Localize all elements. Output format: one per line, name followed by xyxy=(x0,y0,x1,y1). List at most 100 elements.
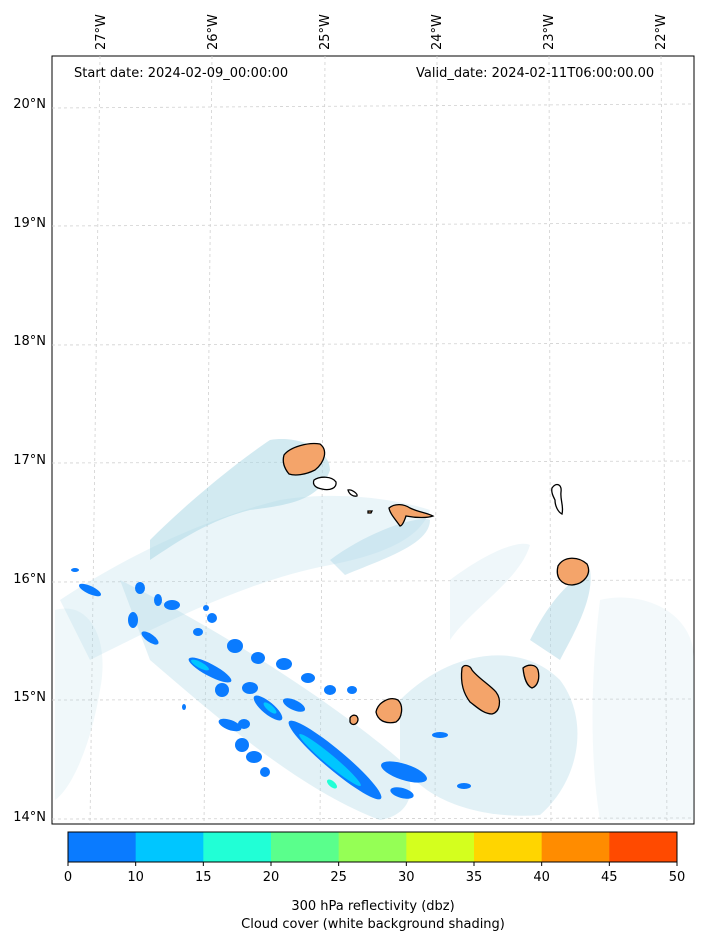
island-brava xyxy=(349,714,359,726)
longitude-label: 24°W xyxy=(430,14,445,50)
parallel-19n xyxy=(51,222,695,227)
reflectivity-cell xyxy=(381,761,427,783)
island-boa-vista xyxy=(556,557,590,586)
colorbar-segment xyxy=(203,832,272,862)
island-sao-vicente xyxy=(312,476,337,491)
reflectivity-cell xyxy=(457,783,471,789)
island-branco xyxy=(367,510,374,514)
reflectivity-cell xyxy=(347,686,357,694)
colorbar-tick: 50 xyxy=(668,870,686,885)
longitude-label: 26°W xyxy=(206,14,221,50)
colorbar-tick: 0 xyxy=(63,870,73,885)
reflectivity-cell xyxy=(282,698,306,712)
colorbar-segments xyxy=(67,832,678,866)
reflectivity-cell xyxy=(141,631,159,645)
colorbar-segment xyxy=(406,832,475,862)
meridian-26w xyxy=(203,55,213,825)
latitude-label: 14°N xyxy=(13,810,46,825)
cloud-area-far-east xyxy=(592,597,694,820)
longitude-label: 27°W xyxy=(94,14,109,50)
reflectivity-cell xyxy=(260,767,270,777)
parallel-18n xyxy=(51,342,695,346)
reflectivity-cell xyxy=(246,751,262,763)
meridian-27w xyxy=(89,55,101,825)
colorbar-segment xyxy=(271,832,340,862)
latitude-label: 20°N xyxy=(13,97,46,112)
colorbar-tick: 20 xyxy=(262,870,280,885)
island-maio xyxy=(522,664,540,689)
reflectivity-cell xyxy=(227,639,243,653)
latitude-label: 19°N xyxy=(13,216,46,231)
map-frame xyxy=(51,55,695,825)
island-sal xyxy=(551,483,564,515)
reflectivity-cell xyxy=(182,704,186,710)
colorbar-tick: 25 xyxy=(330,870,347,885)
reflectivity-cores xyxy=(191,659,361,786)
reflectivity-peaks xyxy=(327,779,337,789)
reflectivity-cell xyxy=(432,732,448,738)
meridian-23w xyxy=(548,55,552,825)
colorbar-segment xyxy=(474,832,543,862)
colorbar-segment xyxy=(541,832,610,862)
reflectivity-cell xyxy=(154,594,162,606)
colorbar xyxy=(67,831,678,866)
colorbar-tick: 35 xyxy=(465,870,483,885)
island-sao-nicolau xyxy=(388,503,435,527)
island-santa-luzia xyxy=(347,489,358,497)
meridian-22w xyxy=(660,55,668,825)
reflectivity-cell xyxy=(301,673,315,683)
latitude-label: 15°N xyxy=(13,690,46,705)
island-santiago xyxy=(460,664,501,715)
colorbar-frame xyxy=(67,831,678,863)
reflectivity-cell xyxy=(71,568,79,572)
island-fogo xyxy=(375,698,403,724)
island-santo-antao xyxy=(282,442,326,476)
reflectivity-cell xyxy=(242,682,258,694)
parallel-20n xyxy=(51,103,695,109)
start-date-label: Start date: 2024-02-09_00:00:00 xyxy=(74,66,289,81)
latitude-label: 16°N xyxy=(13,572,46,587)
parallel-15n xyxy=(51,698,695,701)
reflectivity-cell xyxy=(203,605,209,611)
valid-date-label: Valid_date: 2024-02-11T06:00:00.00 xyxy=(416,66,655,81)
reflectivity-core xyxy=(191,659,209,671)
islands xyxy=(282,442,590,726)
cloud-area-west xyxy=(55,608,103,800)
latitude-label: 17°N xyxy=(13,453,46,468)
reflectivity-core xyxy=(299,734,361,786)
reflectivity-cell xyxy=(164,600,180,610)
cloud-plume-north xyxy=(150,439,330,560)
colorbar-tick: 30 xyxy=(398,870,415,885)
cloud-plume-central xyxy=(60,495,430,660)
colorbar-tick: 15 xyxy=(195,870,212,885)
reflectivity-cell xyxy=(276,658,292,670)
colorbar-tick: 40 xyxy=(533,870,550,885)
reflectivity-cell xyxy=(193,628,203,636)
colorbar-tick: 10 xyxy=(127,870,144,885)
reflectivity-core xyxy=(263,702,277,714)
reflectivity-peak xyxy=(327,779,337,789)
reflectivity-cell xyxy=(207,613,217,623)
reflectivity-cell xyxy=(135,582,145,594)
reflectivity-cell xyxy=(215,683,229,697)
meridian-25w xyxy=(319,55,326,825)
cloud-streak-east xyxy=(530,570,591,660)
colorbar-sublabel: Cloud cover (white background shading) xyxy=(241,917,505,932)
cloud-streak-mid xyxy=(330,519,430,575)
cloud-streak-right xyxy=(450,543,530,640)
cloud-area-southeast xyxy=(400,655,578,816)
longitude-label: 22°W xyxy=(654,14,669,50)
colorbar-label: 300 hPa reflectivity (dbz) xyxy=(291,899,455,914)
reflectivity-cell xyxy=(390,787,414,799)
reflectivity-cell xyxy=(324,685,336,695)
longitude-label: 23°W xyxy=(542,14,557,50)
reflectivity-cell xyxy=(128,612,138,628)
colorbar-segment xyxy=(338,832,407,862)
reflectivity-cell xyxy=(235,738,249,752)
colorbar-segment xyxy=(68,832,137,862)
reflectivity-cell xyxy=(78,583,102,597)
latitude-label: 18°N xyxy=(13,334,46,349)
reflectivity-cell xyxy=(218,718,242,732)
reflectivity-cell xyxy=(238,719,250,729)
